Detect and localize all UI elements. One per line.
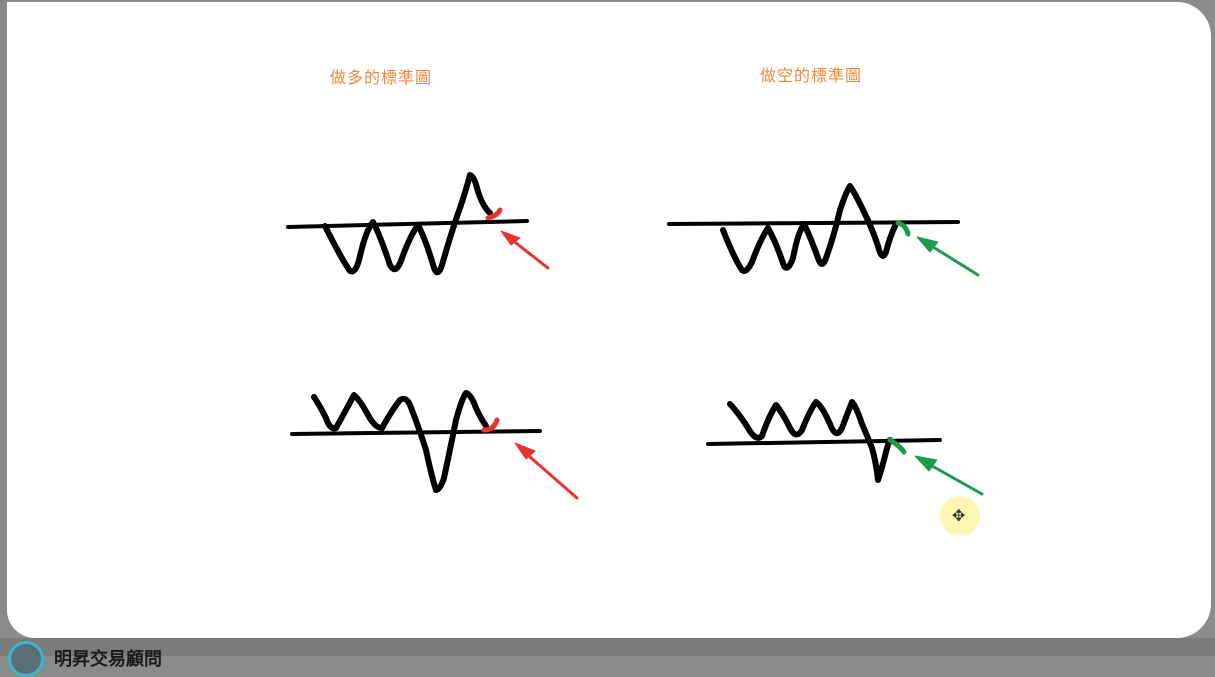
long-bottom-arrow-shaft (520, 448, 579, 500)
short-diagram-bottom (706, 399, 984, 496)
short-bottom-arrow-head (914, 455, 938, 472)
short-bottom-breakdown-mark (887, 437, 907, 455)
slide-canvas: 做多的標準圖 做空的標準圖 (7, 2, 1211, 638)
footer-bar (0, 638, 1215, 656)
long-top-arrow-head (500, 230, 521, 246)
move-cursor-icon: ✥ (952, 506, 966, 525)
sketch-layer (286, 172, 984, 500)
long-top-zigzag (322, 172, 493, 276)
short-diagram-top (667, 183, 980, 277)
cursor-highlight (940, 496, 980, 536)
short-top-arrow-head (916, 236, 939, 253)
long-top-breakout-mark (485, 207, 503, 221)
short-bottom-zigzag (727, 399, 893, 483)
long-bottom-breakout-mark (481, 417, 500, 433)
short-top-breakdown-mark (895, 220, 911, 237)
short-bottom-baseline (706, 438, 942, 446)
short-top-baseline (667, 220, 960, 226)
channel-logo-icon (8, 641, 44, 677)
short-top-zigzag (720, 183, 899, 274)
short-bottom-arrow-shaft (923, 460, 984, 496)
long-bottom-baseline (290, 429, 542, 436)
long-bottom-zigzag (311, 390, 489, 493)
long-diagram-top (286, 172, 550, 276)
long-bottom-arrow-head (514, 442, 536, 460)
long-chart-title: 做多的標準圖 (330, 68, 433, 87)
long-diagram-bottom (290, 390, 579, 500)
short-chart-title: 做空的標準圖 (760, 66, 863, 85)
channel-name: 明昇交易顧問 (54, 649, 162, 670)
